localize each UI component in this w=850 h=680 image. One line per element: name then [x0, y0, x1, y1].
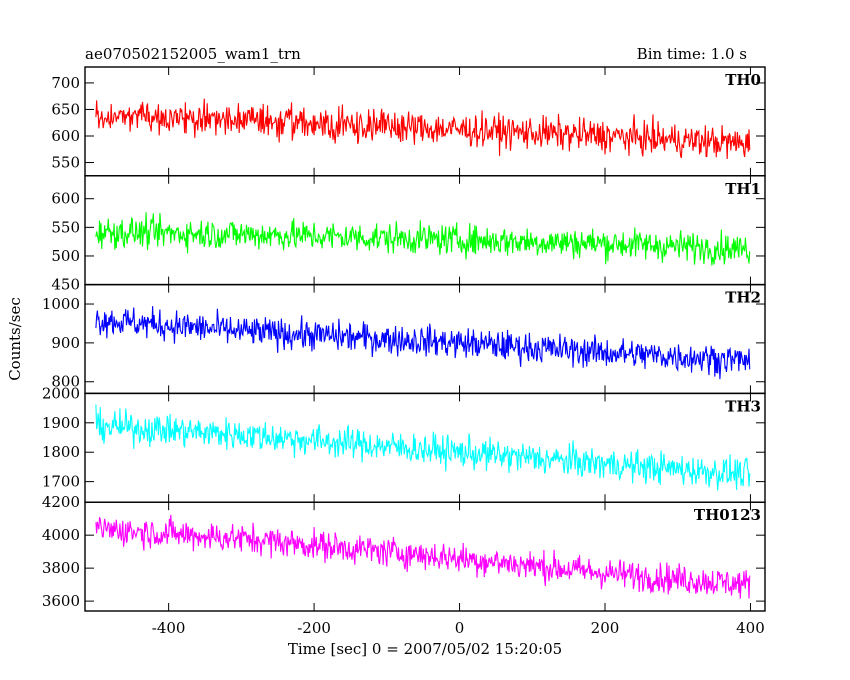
y-tick-label-th1: 550 — [51, 218, 80, 236]
y-tick-label-th0: 550 — [51, 154, 80, 172]
series-line-th0123 — [95, 514, 751, 599]
x-tick-label: -400 — [152, 619, 186, 637]
y-tick-label-th2: 800 — [51, 373, 80, 391]
panel-label-th2: TH2 — [725, 289, 761, 307]
y-tick-label-th1: 600 — [51, 190, 80, 208]
x-tick-label: -200 — [297, 619, 331, 637]
series-line-th1 — [95, 212, 751, 266]
y-tick-label-th0123: 3800 — [42, 559, 80, 577]
y-tick-label-th0123: 4000 — [42, 526, 80, 544]
x-tick-label: 0 — [455, 619, 465, 637]
panel-label-th1: TH1 — [725, 180, 761, 198]
x-tick-label: 200 — [591, 619, 620, 637]
plot-title: ae070502152005_wam1_trn — [85, 45, 301, 63]
y-tick-label-th0123: 4200 — [42, 493, 80, 511]
y-tick-label-th2: 1000 — [42, 295, 80, 313]
y-tick-label-th0123: 3600 — [42, 592, 80, 610]
panel-frame-th0123 — [84, 501, 766, 612]
y-tick-label-th0: 600 — [51, 127, 80, 145]
panel-label-th0: TH0 — [725, 71, 761, 89]
y-tick-label-th3: 1900 — [42, 414, 80, 432]
y-tick-label-th3: 2000 — [42, 384, 80, 402]
panel-label-th0123: TH0123 — [694, 506, 761, 524]
series-line-th3 — [95, 404, 751, 491]
panel-label-th3: TH3 — [725, 397, 761, 415]
bin-time-label: Bin time: 1.0 s — [636, 45, 747, 63]
series-line-th0 — [95, 98, 751, 160]
panel-frame-th3 — [84, 392, 766, 503]
y-tick-label-th2: 900 — [51, 334, 80, 352]
y-tick-label-th0: 650 — [51, 100, 80, 118]
y-tick-label-th1: 500 — [51, 247, 80, 265]
x-tick-label: 400 — [736, 619, 765, 637]
series-line-th2 — [95, 306, 751, 380]
y-tick-label-th1: 450 — [51, 276, 80, 294]
y-tick-label-th0: 700 — [51, 74, 80, 92]
x-axis-title: Time [sec] 0 = 2007/05/02 15:20:05 — [288, 640, 562, 658]
y-axis-title: Counts/sec — [6, 297, 24, 381]
y-tick-label-th3: 1800 — [42, 443, 80, 461]
y-tick-label-th3: 1700 — [42, 473, 80, 491]
